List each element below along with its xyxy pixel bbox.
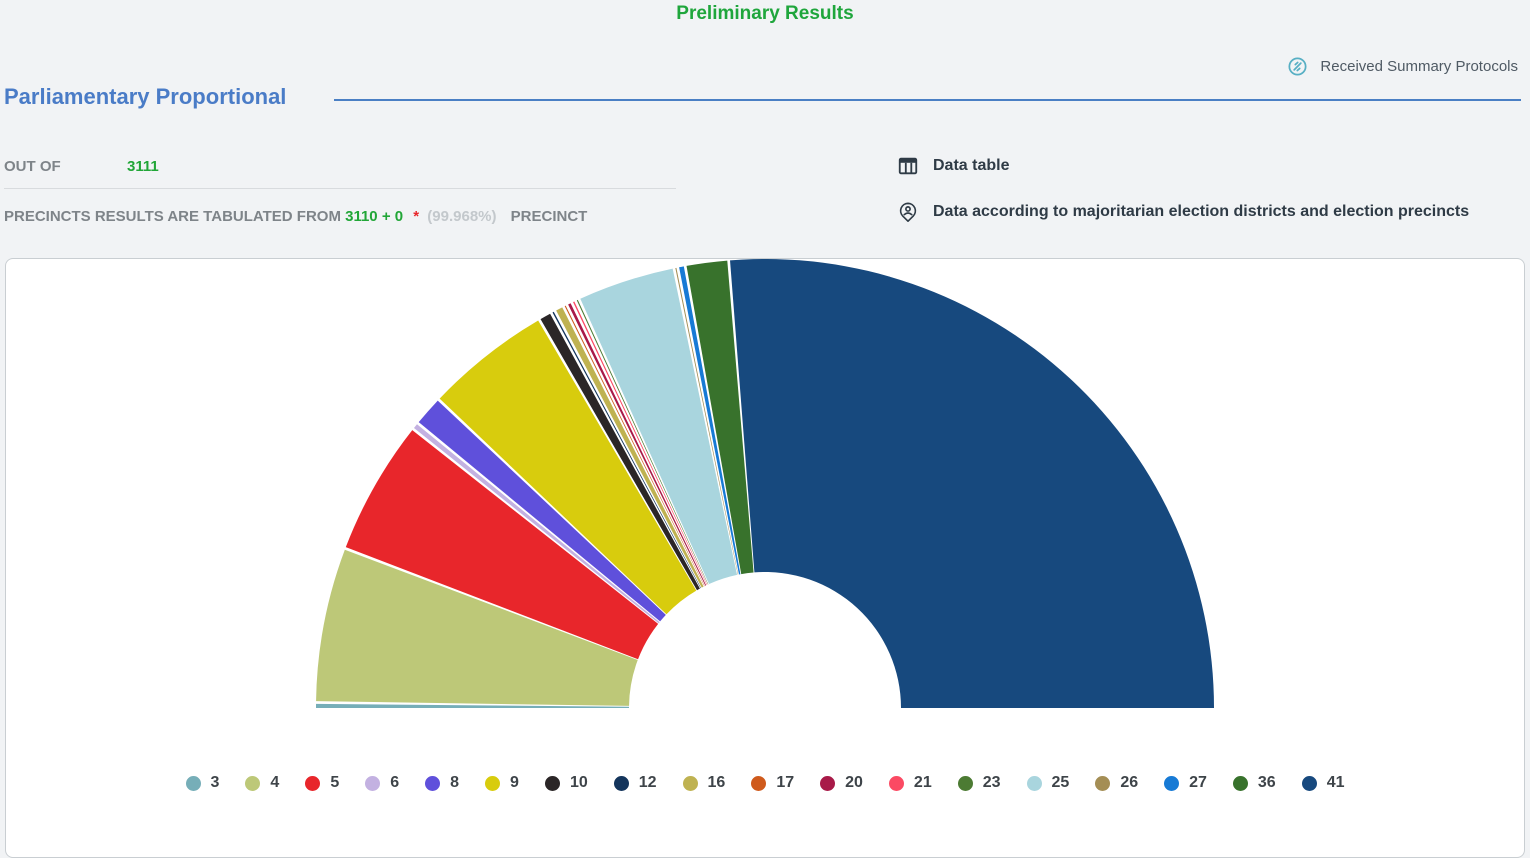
legend-item-41[interactable]: 41 — [1301, 774, 1345, 792]
legend-dot-20 — [820, 775, 836, 791]
chart-segment-9[interactable] — [439, 320, 697, 615]
chart-segment-27[interactable] — [679, 266, 741, 575]
legend-label: 3 — [210, 774, 220, 791]
majoritarian-label: Data according to majoritarian election … — [933, 203, 1470, 220]
stats-divider — [4, 188, 676, 189]
legend-dot-41 — [1301, 775, 1317, 791]
chart-segment-36[interactable] — [686, 260, 754, 575]
legend-label: 8 — [450, 774, 460, 791]
legend-item-36[interactable]: 36 — [1232, 774, 1276, 792]
chart-segment-23[interactable] — [576, 299, 709, 585]
location-person-icon — [899, 202, 917, 222]
legend-dot-6 — [365, 775, 381, 791]
legend-dot-26 — [1095, 775, 1111, 791]
chart-panel: 3 4 5 6 8 9 10 12 16 17 20 21 23 25 26 27 36 41 — [5, 258, 1525, 858]
chart-segment-10[interactable] — [540, 313, 700, 591]
legend-item-9[interactable]: 9 — [485, 774, 519, 792]
data-table-label: Data table — [933, 157, 1010, 174]
legend-dot-9 — [485, 775, 501, 791]
legend-item-23[interactable]: 23 — [957, 774, 1001, 792]
majoritarian-link[interactable]: Data according to majoritarian election … — [897, 201, 1469, 223]
legend-item-25[interactable]: 25 — [1026, 774, 1070, 792]
legend-label: 27 — [1189, 774, 1207, 791]
chart-segment-17[interactable] — [564, 305, 705, 587]
legend-item-8[interactable]: 8 — [425, 774, 459, 792]
section-divider — [334, 99, 1521, 101]
legend-label: 25 — [1051, 774, 1070, 791]
legend-item-27[interactable]: 27 — [1164, 774, 1207, 792]
chart-segment-25[interactable] — [580, 268, 738, 585]
chart-segment-3[interactable] — [316, 703, 630, 708]
chart-segment-4[interactable] — [316, 549, 638, 706]
legend-label: 5 — [330, 774, 340, 791]
legend-item-6[interactable]: 6 — [365, 774, 399, 792]
precinct-stats: OUT OF 3111 PRECINCTS RESULTS ARE TABULA… — [4, 158, 676, 227]
legend-dot-10 — [544, 775, 560, 791]
chart-legend: 3 4 5 6 8 9 10 12 16 17 20 21 23 25 26 27 36 41 — [6, 774, 1524, 792]
legend-item-5[interactable]: 5 — [305, 774, 339, 792]
legend-label: 23 — [982, 774, 1001, 791]
legend-label: 12 — [638, 774, 657, 791]
legend-dot-3 — [185, 775, 201, 791]
legend-label: 16 — [707, 774, 726, 791]
legend-item-21[interactable]: 21 — [888, 774, 932, 792]
legend-label: 17 — [776, 774, 795, 791]
out-of-value: 3111 — [127, 158, 159, 175]
legend-dot-12 — [613, 775, 629, 791]
legend-label: 21 — [913, 774, 932, 791]
link-icon — [1288, 57, 1307, 76]
tabulated-value: 3110 + 0 — [345, 208, 404, 225]
legend-dot-4 — [245, 775, 261, 791]
received-protocols-label: Received Summary Protocols — [1320, 58, 1518, 75]
legend-dot-5 — [305, 775, 321, 791]
legend-item-12[interactable]: 12 — [613, 774, 657, 792]
chart-segment-8[interactable] — [418, 400, 666, 622]
legend-label: 9 — [510, 774, 519, 791]
legend-dot-16 — [682, 775, 698, 791]
data-links: Data table Data according to majoritaria… — [897, 155, 1469, 247]
half-donut-chart — [316, 259, 1214, 708]
legend-dot-36 — [1232, 775, 1248, 791]
legend-item-10[interactable]: 10 — [544, 774, 588, 792]
chart-segment-26[interactable] — [675, 267, 739, 575]
legend-dot-8 — [425, 775, 441, 791]
data-table-icon — [898, 157, 918, 175]
asterisk: * — [413, 208, 420, 225]
legend-dot-21 — [888, 775, 904, 791]
chart-segment-21[interactable] — [573, 301, 708, 586]
data-table-link[interactable]: Data table — [897, 155, 1469, 177]
legend-dot-23 — [957, 775, 973, 791]
chart-segment-6[interactable] — [413, 424, 660, 624]
legend-label: 41 — [1326, 774, 1345, 791]
legend-label: 26 — [1120, 774, 1139, 791]
chart-segment-20[interactable] — [568, 303, 707, 586]
legend-dot-27 — [1164, 775, 1180, 791]
legend-label: 20 — [845, 774, 863, 791]
tabulated-prefix: PRECINCTS RESULTS ARE TABULATED FROM — [4, 208, 341, 225]
legend-label: 6 — [390, 774, 400, 791]
chart-segment-12[interactable] — [552, 311, 702, 589]
precinct-suffix: PRECINCT — [510, 208, 588, 225]
legend-item-26[interactable]: 26 — [1095, 774, 1138, 792]
received-protocols-link[interactable]: Received Summary Protocols — [1287, 56, 1518, 77]
legend-item-17[interactable]: 17 — [751, 774, 794, 792]
legend-label: 4 — [270, 774, 280, 791]
legend-label: 36 — [1257, 774, 1276, 791]
out-of-label: OUT OF — [4, 158, 61, 175]
tabulated-percent: (99.968%) — [427, 208, 497, 225]
legend-dot-25 — [1026, 775, 1042, 791]
legend-label: 10 — [569, 774, 588, 791]
legend-dot-17 — [751, 775, 767, 791]
legend-item-16[interactable]: 16 — [682, 774, 726, 792]
chart-segment-5[interactable] — [345, 430, 659, 660]
section-title: Parliamentary Proportional — [4, 84, 287, 109]
legend-item-4[interactable]: 4 — [245, 774, 279, 792]
legend-item-3[interactable]: 3 — [185, 774, 220, 792]
chart-segment-41[interactable] — [730, 259, 1214, 708]
legend-item-20[interactable]: 20 — [820, 774, 863, 792]
page-title: Preliminary Results — [676, 3, 854, 24]
chart-segment-16[interactable] — [556, 307, 704, 588]
